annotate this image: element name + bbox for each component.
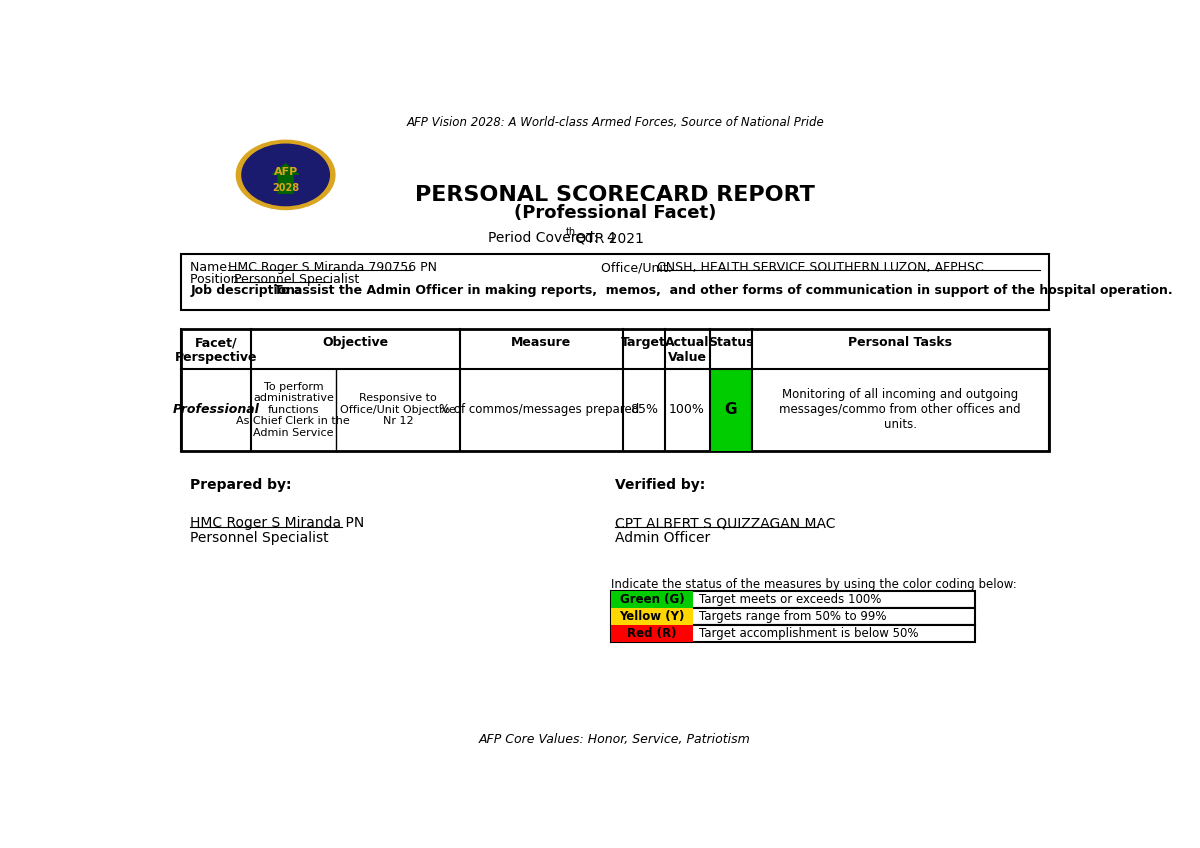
Text: Yellow (Y): Yellow (Y) (619, 611, 684, 623)
Text: Target: Target (622, 336, 666, 349)
Text: Targets range from 50% to 99%: Targets range from 50% to 99% (698, 611, 886, 623)
Text: To assist the Admin Officer in making reports,  memos,  and other forms of commu: To assist the Admin Officer in making re… (274, 284, 1172, 298)
Text: Professional: Professional (173, 404, 259, 416)
Bar (709, 369, 752, 450)
Text: To perform
administrative
functions
As Chief Clerk in the
Admin Service: To perform administrative functions As C… (236, 382, 350, 438)
Text: Name:: Name: (191, 261, 235, 274)
Text: Facet/
Perspective: Facet/ Perspective (175, 336, 257, 364)
Text: Job description:: Job description: (191, 284, 305, 298)
Text: CNSH, HEALTH SERVICE SOUTHERN LUZON, AFPHSC: CNSH, HEALTH SERVICE SOUTHERN LUZON, AFP… (656, 261, 984, 274)
Circle shape (242, 144, 329, 205)
FancyArrow shape (272, 164, 299, 193)
Bar (181, 329, 1049, 450)
Text: Actual
Value: Actual Value (665, 336, 709, 364)
Text: Responsive to
Office/Unit Objective
Nr 12: Responsive to Office/Unit Objective Nr 1… (340, 393, 456, 427)
Text: 85%: 85% (630, 404, 658, 416)
Text: Target meets or exceeds 100%: Target meets or exceeds 100% (698, 594, 881, 606)
Circle shape (236, 140, 335, 209)
Bar (611, 625, 976, 642)
Text: Objective: Objective (323, 336, 389, 349)
Text: Monitoring of all incoming and outgoing
messages/commo from other offices and
un: Monitoring of all incoming and outgoing … (779, 388, 1021, 432)
Text: Position:: Position: (191, 273, 247, 286)
Text: Red (R): Red (R) (628, 628, 677, 640)
Text: QTR 2021: QTR 2021 (571, 232, 643, 245)
Text: Status: Status (708, 336, 754, 349)
Text: AFP Core Values: Honor, Service, Patriotism: AFP Core Values: Honor, Service, Patriot… (479, 734, 751, 746)
Text: % of commos/messages prepared.: % of commos/messages prepared. (439, 404, 643, 416)
Text: 100%: 100% (670, 404, 706, 416)
Text: Measure: Measure (511, 336, 571, 349)
Text: Personal Tasks: Personal Tasks (848, 336, 953, 349)
Text: Target accomplishment is below 50%: Target accomplishment is below 50% (698, 628, 918, 640)
Text: AFP Vision 2028: A World-class Armed Forces, Source of National Pride: AFP Vision 2028: A World-class Armed For… (406, 115, 824, 129)
Text: PERSONAL SCORECARD REPORT: PERSONAL SCORECARD REPORT (415, 185, 815, 205)
Text: HMC Roger S Miranda 790756 PN: HMC Roger S Miranda 790756 PN (228, 261, 437, 274)
Bar (611, 608, 976, 625)
Text: Prepared by:: Prepared by: (191, 477, 292, 492)
Text: Personnel Specialist: Personnel Specialist (191, 532, 329, 545)
Text: HMC Roger S Miranda PN: HMC Roger S Miranda PN (191, 516, 365, 530)
Bar (611, 625, 692, 642)
Text: Personnel Specialist: Personnel Specialist (234, 273, 359, 286)
Text: th: th (565, 227, 576, 237)
Bar (611, 592, 976, 608)
Bar (611, 592, 692, 608)
Text: 2028: 2028 (272, 183, 299, 193)
Bar (611, 608, 692, 625)
Text: (Professional Facet): (Professional Facet) (514, 204, 716, 222)
Bar (181, 254, 1049, 310)
Text: Office/Unit:: Office/Unit: (601, 261, 676, 274)
Text: Green (G): Green (G) (619, 594, 684, 606)
Text: CPT ALBERT S QUIZZAGAN MAC: CPT ALBERT S QUIZZAGAN MAC (616, 516, 835, 530)
Text: Indicate the status of the measures by using the color coding below:: Indicate the status of the measures by u… (611, 577, 1016, 590)
Text: AFP: AFP (274, 167, 298, 176)
Text: Period Covered:  4: Period Covered: 4 (488, 232, 616, 245)
Text: Verified by:: Verified by: (616, 477, 706, 492)
Text: Admin Officer: Admin Officer (616, 532, 710, 545)
Text: G: G (725, 402, 737, 417)
